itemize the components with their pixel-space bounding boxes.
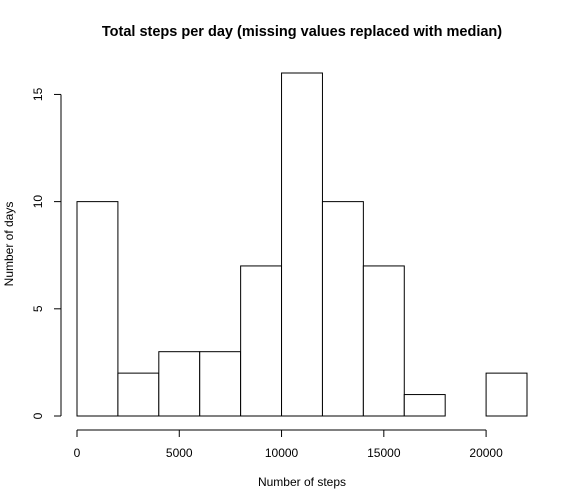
histogram-bar-5 — [281, 72, 323, 417]
x-tick-label-5000: 5000 — [166, 446, 193, 460]
histogram-bar-3 — [199, 351, 242, 417]
x-tick-label-0: 0 — [74, 446, 81, 460]
histogram-bar-1 — [117, 372, 160, 417]
y-tick-label-10: 10 — [31, 195, 45, 209]
histogram-bar-6 — [321, 201, 364, 417]
histogram-bar-4 — [240, 265, 283, 417]
x-tick-label-20000: 20000 — [469, 446, 503, 460]
chart-title: Total steps per day (missing values repl… — [102, 24, 502, 40]
histogram-bar-10 — [485, 372, 528, 417]
x-tick-label-15000: 15000 — [367, 446, 401, 460]
histogram-bar-2 — [158, 351, 201, 417]
y-axis-label: Number of days — [2, 202, 16, 287]
bars-group — [76, 72, 528, 417]
x-tick-label-10000: 10000 — [265, 446, 299, 460]
x-axis: 0 5000 10000 15000 20000 — [74, 429, 503, 460]
x-axis-label: Number of steps — [258, 475, 346, 489]
y-axis: 0 5 10 15 — [31, 87, 62, 419]
y-tick-label-15: 15 — [31, 87, 45, 101]
histogram-bar-8 — [403, 394, 446, 417]
y-tick-label-0: 0 — [31, 412, 45, 419]
histogram-bar-0 — [76, 201, 119, 417]
histogram-bar-7 — [362, 265, 405, 417]
y-tick-label-5: 5 — [31, 305, 45, 312]
